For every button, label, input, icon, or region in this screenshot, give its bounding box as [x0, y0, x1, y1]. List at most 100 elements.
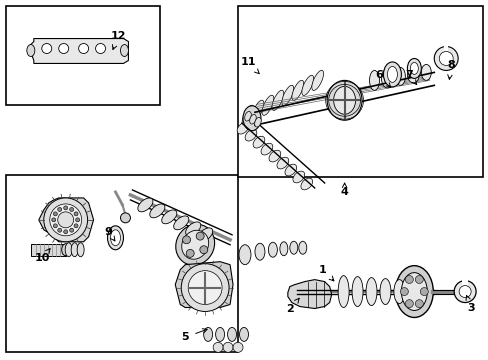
Circle shape [58, 212, 74, 228]
Circle shape [223, 342, 233, 352]
Circle shape [414, 275, 423, 283]
Circle shape [63, 230, 67, 234]
Ellipse shape [61, 244, 69, 256]
Circle shape [120, 213, 130, 223]
Circle shape [405, 300, 412, 308]
Circle shape [76, 218, 80, 222]
Ellipse shape [300, 178, 312, 190]
Ellipse shape [251, 100, 264, 120]
Ellipse shape [197, 228, 212, 242]
Circle shape [58, 228, 61, 232]
Ellipse shape [149, 204, 164, 218]
Circle shape [200, 246, 207, 254]
Circle shape [453, 280, 475, 302]
Ellipse shape [292, 171, 304, 183]
Ellipse shape [401, 273, 427, 310]
Ellipse shape [262, 95, 273, 115]
Circle shape [438, 51, 452, 66]
Ellipse shape [173, 216, 188, 230]
Ellipse shape [227, 328, 236, 341]
Ellipse shape [249, 114, 256, 124]
Circle shape [79, 44, 88, 54]
Circle shape [95, 44, 105, 54]
Polygon shape [287, 280, 331, 309]
Circle shape [458, 285, 470, 298]
Text: 7: 7 [405, 71, 416, 85]
Ellipse shape [138, 198, 153, 212]
Ellipse shape [244, 112, 251, 121]
Ellipse shape [253, 136, 264, 148]
Polygon shape [29, 39, 128, 63]
Circle shape [59, 44, 68, 54]
Polygon shape [39, 198, 93, 242]
Ellipse shape [291, 80, 303, 100]
Ellipse shape [110, 230, 120, 246]
Text: 2: 2 [285, 298, 299, 315]
Text: 9: 9 [104, 227, 115, 241]
Ellipse shape [337, 276, 348, 307]
Text: 10: 10 [35, 249, 50, 263]
Circle shape [182, 236, 190, 244]
Circle shape [69, 228, 74, 232]
Circle shape [74, 212, 78, 216]
Ellipse shape [182, 230, 208, 259]
Ellipse shape [369, 71, 379, 90]
Circle shape [414, 300, 423, 308]
Circle shape [58, 207, 61, 211]
Circle shape [53, 212, 57, 216]
Text: 4: 4 [340, 183, 348, 197]
Bar [443, 45, 447, 51]
Ellipse shape [254, 117, 261, 127]
Text: 1: 1 [318, 265, 333, 281]
Circle shape [405, 275, 412, 283]
Ellipse shape [298, 241, 306, 254]
Ellipse shape [120, 45, 128, 57]
Ellipse shape [421, 64, 430, 80]
Circle shape [186, 249, 194, 257]
Text: 12: 12 [110, 31, 126, 49]
Circle shape [233, 342, 243, 352]
Ellipse shape [107, 226, 123, 250]
Ellipse shape [239, 245, 250, 265]
Ellipse shape [279, 242, 287, 256]
Ellipse shape [366, 278, 376, 306]
Ellipse shape [239, 328, 248, 341]
Ellipse shape [237, 122, 248, 134]
Circle shape [41, 44, 52, 54]
Ellipse shape [407, 58, 421, 78]
Ellipse shape [242, 105, 253, 125]
Ellipse shape [243, 106, 261, 131]
Circle shape [69, 207, 74, 211]
Circle shape [196, 232, 203, 240]
Ellipse shape [393, 280, 404, 303]
Circle shape [433, 46, 457, 71]
Ellipse shape [268, 150, 280, 162]
Bar [6, 6, 160, 105]
Bar [461, 280, 467, 285]
Ellipse shape [379, 279, 390, 305]
Polygon shape [175, 262, 233, 307]
Ellipse shape [301, 75, 313, 95]
Ellipse shape [271, 90, 283, 111]
Ellipse shape [351, 276, 362, 306]
Circle shape [50, 204, 81, 236]
Ellipse shape [77, 243, 84, 257]
Ellipse shape [333, 86, 355, 114]
Bar [238, 6, 482, 177]
Ellipse shape [409, 62, 417, 75]
Ellipse shape [65, 243, 72, 257]
Circle shape [400, 288, 407, 296]
Ellipse shape [254, 243, 264, 260]
Bar [108, 53, 118, 59]
Bar [6, 175, 238, 352]
Ellipse shape [71, 243, 78, 257]
Ellipse shape [203, 328, 212, 341]
Ellipse shape [326, 80, 361, 120]
Ellipse shape [185, 222, 201, 236]
Text: 8: 8 [447, 60, 454, 79]
Ellipse shape [383, 62, 401, 87]
Ellipse shape [175, 224, 214, 265]
Ellipse shape [386, 67, 397, 82]
Ellipse shape [27, 45, 35, 57]
Circle shape [53, 224, 57, 228]
